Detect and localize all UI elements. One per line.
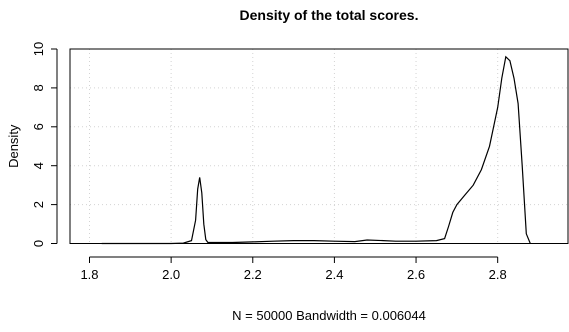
y-tick-label-4: 8 xyxy=(31,84,46,91)
x-axis: 1.8 2.0 2.2 2.4 2.6 2.8 xyxy=(80,256,507,282)
grid xyxy=(70,48,568,244)
y-tick-label-2: 4 xyxy=(31,162,46,169)
x-tick-label-1: 2.0 xyxy=(162,267,180,282)
y-tick-label-3: 6 xyxy=(31,123,46,130)
x-tick-label-2: 2.2 xyxy=(244,267,262,282)
x-tick-label-0: 1.8 xyxy=(80,267,98,282)
x-tick-label-3: 2.4 xyxy=(325,267,343,282)
y-tick-label-5: 10 xyxy=(31,42,46,56)
density-curve xyxy=(101,55,531,245)
x-tick-label-4: 2.6 xyxy=(407,267,425,282)
y-tick-label-1: 2 xyxy=(31,201,46,208)
y-axis: 0 2 4 6 8 10 xyxy=(31,42,58,247)
y-axis-label: Density xyxy=(6,124,21,168)
x-axis-label: N = 50000 Bandwidth = 0.006044 xyxy=(232,308,426,323)
chart-title: Density of the total scores. xyxy=(240,7,419,23)
y-tick-label-0: 0 xyxy=(31,240,46,247)
x-tick-label-5: 2.8 xyxy=(489,267,507,282)
plot-box xyxy=(69,48,569,244)
